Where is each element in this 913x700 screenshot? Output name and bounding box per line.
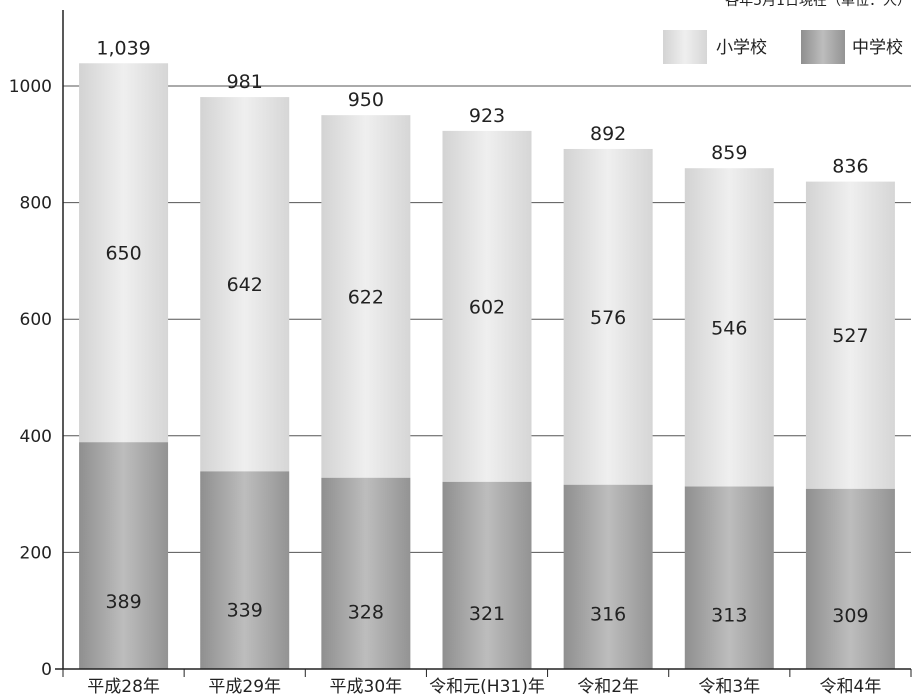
x-category-label: 令和4年 <box>820 677 882 695</box>
y-tick-label: 600 <box>20 310 52 330</box>
bar-segment-elementary <box>805 181 895 489</box>
data-label-elementary: 650 <box>105 243 141 265</box>
y-tick-label: 400 <box>20 427 52 447</box>
data-label-elementary: 576 <box>590 307 626 329</box>
data-label-junior-high: 316 <box>590 604 626 626</box>
data-label-total: 981 <box>227 71 263 93</box>
data-label-total: 836 <box>832 156 868 178</box>
bar-segment-elementary <box>684 168 774 487</box>
bar-segment-elementary <box>442 130 532 482</box>
x-category-label: 平成28年 <box>87 677 160 695</box>
data-label-total: 923 <box>469 105 505 127</box>
bar-segment-elementary <box>563 148 653 485</box>
data-label-elementary: 546 <box>711 317 747 339</box>
bar-segment-junior-high <box>442 481 532 669</box>
bar-segment-junior-high <box>805 488 895 669</box>
x-category-label: 平成29年 <box>208 677 281 695</box>
data-label-total: 950 <box>348 89 384 111</box>
data-label-junior-high: 309 <box>832 605 868 627</box>
unit-note: 各年5月1日現在（単位：人） <box>725 0 911 9</box>
bar-segment-junior-high <box>79 442 169 669</box>
data-label-junior-high: 389 <box>105 591 141 613</box>
x-category-label: 令和元(H31)年 <box>429 677 545 695</box>
bar-segment-junior-high <box>200 471 290 669</box>
y-tick-label: 1000 <box>9 77 52 97</box>
data-label-total: 892 <box>590 123 626 145</box>
bar-segment-elementary <box>200 97 290 472</box>
x-category-label: 令和2年 <box>577 677 639 695</box>
data-label-junior-high: 328 <box>348 602 384 624</box>
data-label-junior-high: 313 <box>711 604 747 626</box>
legend-swatch-junior-high <box>801 30 845 64</box>
legend-swatch-elementary <box>663 30 707 64</box>
x-category-label: 平成30年 <box>330 677 403 695</box>
data-label-elementary: 642 <box>227 274 263 296</box>
data-label-junior-high: 339 <box>227 600 263 622</box>
bar-segment-elementary <box>79 63 169 443</box>
y-tick-label: 200 <box>20 543 52 563</box>
data-label-elementary: 527 <box>832 325 868 347</box>
bar-segment-junior-high <box>321 477 411 669</box>
x-category-label: 令和3年 <box>698 677 760 695</box>
y-tick-label: 0 <box>41 660 52 680</box>
legend-label-junior-high: 中学校 <box>852 38 903 58</box>
legend-label-elementary: 小学校 <box>716 38 767 58</box>
data-label-total: 859 <box>711 142 747 164</box>
bar-segment-junior-high <box>563 484 653 669</box>
y-tick-label: 800 <box>20 194 52 214</box>
data-label-elementary: 602 <box>469 296 505 318</box>
data-label-junior-high: 321 <box>469 603 505 625</box>
bar-segment-elementary <box>321 115 411 478</box>
data-label-total: 1,039 <box>96 37 150 59</box>
data-label-elementary: 622 <box>348 286 384 308</box>
bar-segment-junior-high <box>684 486 774 669</box>
